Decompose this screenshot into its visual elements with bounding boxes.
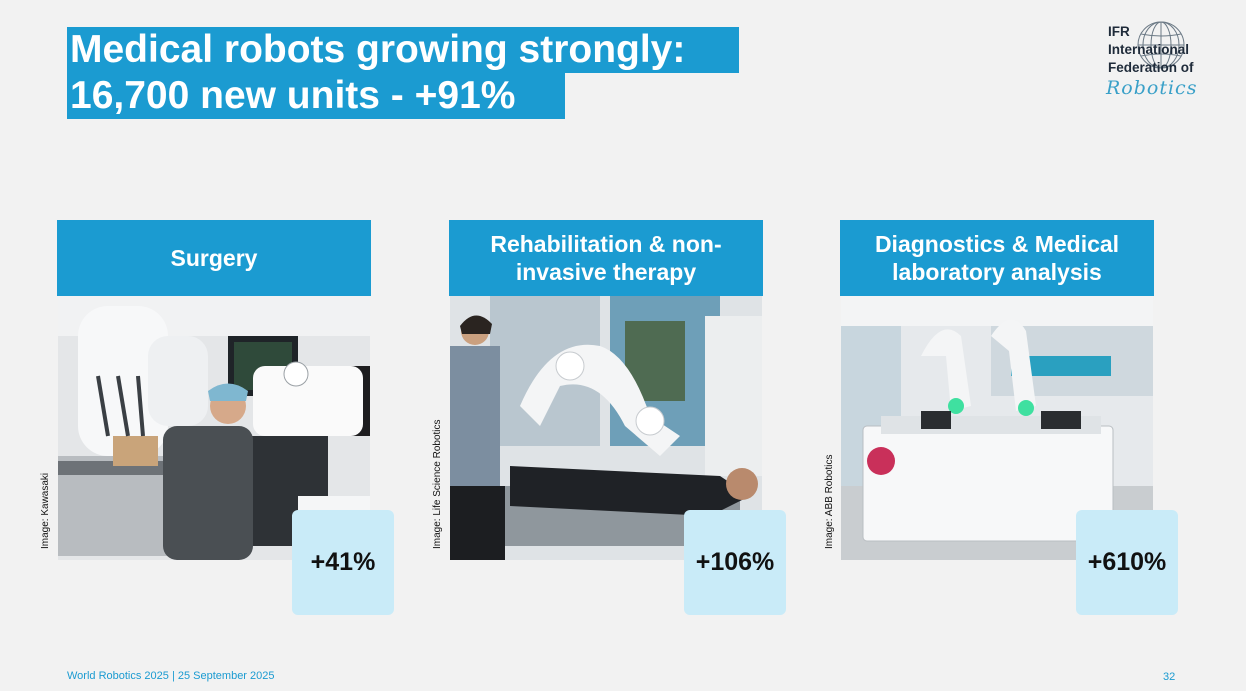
ifr-logo: IFR International Federation of Robotics [1106, 20, 1226, 105]
card-surgery: Surgery [57, 220, 371, 560]
credit-life-science-robotics: Image: Life Science Robotics [432, 419, 443, 549]
growth-diagnostics: +610% [1076, 510, 1178, 615]
card-heading: Rehabilitation & non-invasive therapy [449, 220, 763, 296]
title-line-2: 16,700 new units - +91% [67, 73, 565, 119]
logo-ifr: IFR [1108, 24, 1130, 39]
diagnostics-photo [841, 296, 1153, 560]
credit-abb-robotics: Image: ABB Robotics [824, 454, 835, 550]
title-line-1: Medical robots growing strongly: [67, 27, 739, 73]
card-diagnostics: Diagnostics & Medical laboratory analysi… [840, 220, 1154, 560]
logo-federation: Federation of [1108, 60, 1194, 75]
growth-rehabilitation: +106% [684, 510, 786, 615]
credit-kawasaki: Image: Kawasaki [40, 472, 51, 549]
globe-icon [1137, 21, 1185, 69]
footer-text: World Robotics 2025 | 25 September 2025 [67, 670, 275, 682]
card-heading: Diagnostics & Medical laboratory analysi… [840, 220, 1154, 296]
logo-international: International [1108, 42, 1190, 57]
surgery-photo [58, 296, 370, 560]
page-number: 32 [1163, 671, 1176, 683]
card-rehabilitation: Rehabilitation & non-invasive therapy [449, 220, 763, 560]
logo-robotics: Robotics [1106, 77, 1198, 99]
growth-surgery: +41% [292, 510, 394, 615]
card-heading: Surgery [57, 220, 371, 296]
